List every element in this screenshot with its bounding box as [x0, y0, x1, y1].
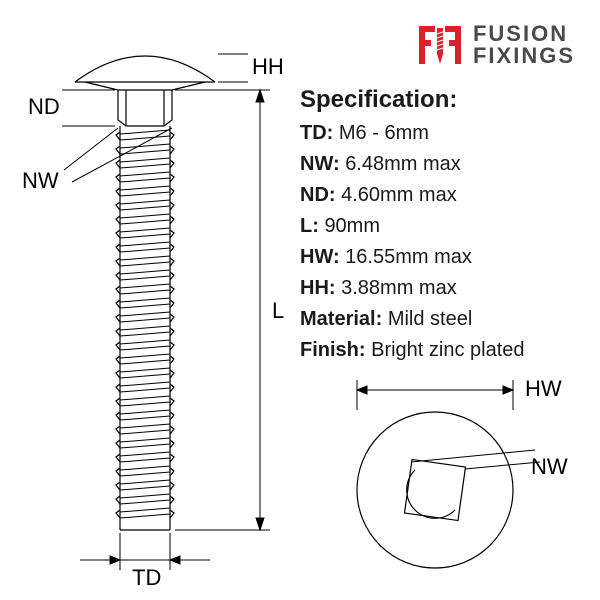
brand-logo: FUSION FIXINGS	[415, 20, 575, 70]
logo-text: FUSION FIXINGS	[473, 23, 575, 67]
spec-sheet: HH ND NW L	[0, 0, 600, 600]
spec-row-label: HH:	[300, 277, 341, 299]
bolt-top-diagram: HW NW	[335, 370, 575, 580]
logo-line2: FIXINGS	[473, 45, 575, 67]
bolt-side-diagram: HH ND NW L	[20, 30, 300, 580]
dim-label-td: TD	[132, 565, 161, 590]
spec-row: Material: Mild steel	[300, 306, 580, 333]
dim-label-nw: NW	[22, 168, 59, 193]
logo-line1: FUSION	[473, 23, 575, 45]
spec-row-label: L:	[300, 215, 324, 237]
spec-row-label: HW:	[300, 246, 345, 268]
spec-row-value: Bright zinc plated	[371, 339, 524, 361]
spec-row-label: ND:	[300, 184, 341, 206]
spec-row-value: 90mm	[324, 215, 380, 237]
spec-row: NW: 6.48mm max	[300, 151, 580, 178]
dim-label-hw: HW	[525, 376, 562, 401]
dim-label-nd: ND	[28, 94, 60, 119]
spec-row: L: 90mm	[300, 213, 580, 240]
spec-row-label: Finish:	[300, 339, 371, 361]
dim-label-l: L	[272, 298, 284, 323]
spec-row: HW: 16.55mm max	[300, 244, 580, 271]
dim-label-hh: HH	[252, 54, 284, 79]
spec-row: HH: 3.88mm max	[300, 275, 580, 302]
spec-row-value: M6 - 6mm	[339, 122, 429, 144]
spec-row-label: Material:	[300, 308, 388, 330]
spec-row: ND: 4.60mm max	[300, 182, 580, 209]
spec-row-value: 4.60mm max	[341, 184, 457, 206]
spec-row-value: Mild steel	[388, 308, 472, 330]
spec-row-value: 6.48mm max	[345, 153, 461, 175]
spec-row-label: TD:	[300, 122, 339, 144]
spec-row-value: 16.55mm max	[345, 246, 472, 268]
specification-block: Specification: TD: M6 - 6mm NW: 6.48mm ma…	[300, 86, 580, 368]
spec-row: TD: M6 - 6mm	[300, 120, 580, 147]
spec-row-value: 3.88mm max	[341, 277, 457, 299]
spec-title: Specification:	[300, 86, 580, 114]
spec-row-label: NW:	[300, 153, 345, 175]
dim-label-nw-top: NW	[531, 454, 568, 479]
logo-icon	[415, 20, 465, 70]
spec-row: Finish: Bright zinc plated	[300, 337, 580, 364]
